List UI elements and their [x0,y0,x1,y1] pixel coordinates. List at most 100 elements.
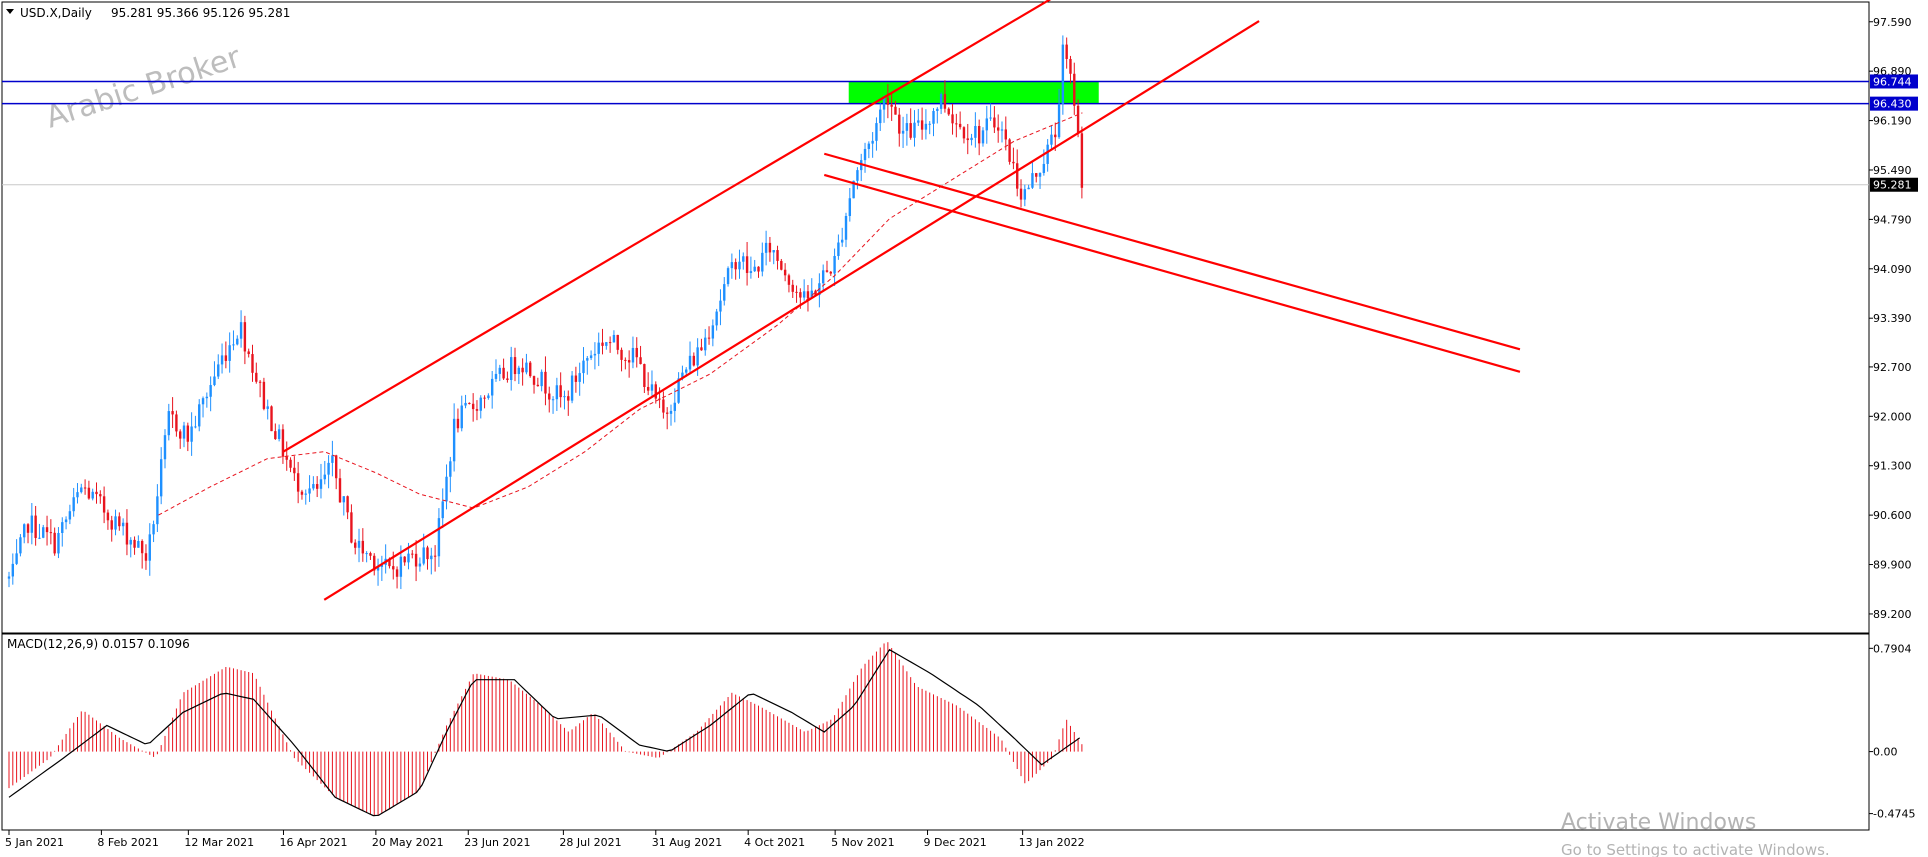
candle-body [83,487,87,489]
candle-body [270,406,273,432]
candle-body [365,553,368,555]
candle-body [350,512,353,543]
candle-body [841,239,844,243]
watermark: Arabic Broker [42,40,246,136]
candle-body [924,123,928,130]
macd-tick-label: 0.00 [1873,746,1898,759]
trendline [823,173,1521,373]
candle-body [255,372,258,382]
price-label: 96.744 [1873,75,1912,88]
candle-body [913,122,916,138]
candle-body [91,491,94,499]
candle-body [555,385,559,400]
candle-body [152,524,155,535]
time-tick-label: 23 Jun 2021 [464,836,530,849]
candle-body [38,537,41,539]
time-tick-label: 20 May 2021 [372,836,444,849]
candle-body [829,271,832,274]
candle-body [422,547,425,564]
candle-body [506,378,509,381]
time-tick-label: 5 Nov 2021 [831,836,894,849]
candle-body [110,520,113,530]
candle-body [886,97,890,105]
resistance-zone-layer [848,81,1099,104]
candle-body [327,462,330,475]
candle-body [15,553,18,564]
candle-body [730,262,734,269]
candle-body [361,540,365,554]
candle-body [521,367,524,373]
candle-body [905,123,909,131]
candle-body [220,355,224,365]
candle-body [331,455,334,463]
price-tick-label: 91.300 [1873,460,1912,473]
candle-body [53,532,56,554]
candle-body [1080,133,1084,188]
candle-body [1042,163,1046,173]
candle-body [296,473,300,492]
candle-body [996,127,1000,131]
candle-body [437,518,441,557]
candle-body [319,479,323,489]
activate-windows-subtitle: Go to Settings to activate Windows. [1561,841,1830,857]
candle-body [1061,44,1065,104]
resistance-zone [848,81,1099,104]
price-tick-label: 92.700 [1873,361,1912,374]
candle-body [787,275,791,285]
candle-body [646,386,650,391]
candle-body [1027,187,1030,190]
candle-body [951,114,954,124]
candle-body [525,362,528,373]
price-axis: 89.200 89.900 90.600 91.300 92.000 92.700 93.3… [1869,16,1912,621]
price-labels: 96.744 96.430 95.281 [1870,74,1918,192]
candle-body [586,358,589,361]
candle-body [11,563,15,577]
candle-body [232,344,235,346]
candle-body [49,532,53,534]
candle-body [334,455,338,479]
candle-body [1050,134,1053,145]
candle-body [833,255,836,274]
candle-body [175,414,178,432]
candle-body [137,540,140,548]
candle-body [620,349,623,360]
candle-body [635,347,638,358]
candle-body [932,110,935,124]
price-tick-label: 95.490 [1873,164,1912,177]
candle-body [95,491,98,495]
candle-body [551,399,555,401]
candle-body [810,290,813,299]
candle-body [783,269,787,276]
candle-body [1065,44,1068,59]
candle-body [217,364,220,377]
candle-body [1057,103,1061,138]
candle-body [87,487,91,499]
price-tick-label: 94.090 [1873,263,1912,276]
candle-body [76,492,79,498]
candle-body [928,123,931,125]
candle-body [726,268,730,285]
candle-body [688,355,692,370]
candle-body [723,284,726,301]
candle-body [190,426,193,442]
time-tick-label: 16 Apr 2021 [279,836,347,849]
candles-layer [7,35,1084,590]
triangle-down-icon[interactable] [6,9,14,14]
candle-body [201,398,205,405]
candle-body [917,120,920,123]
candle-body [354,542,357,548]
candle-body [802,291,806,298]
candle-body [277,429,281,440]
candle-body [380,564,384,567]
moving-average-line [158,112,1083,516]
time-tick-label: 31 Aug 2021 [652,836,722,849]
candle-body [30,515,34,533]
candle-body [909,123,912,138]
candle-body [669,410,673,414]
candle-body [791,284,794,292]
candle-body [57,532,60,554]
candle-body [289,459,292,468]
candle-body [742,256,745,262]
main-pane-frame [1,1,1870,634]
